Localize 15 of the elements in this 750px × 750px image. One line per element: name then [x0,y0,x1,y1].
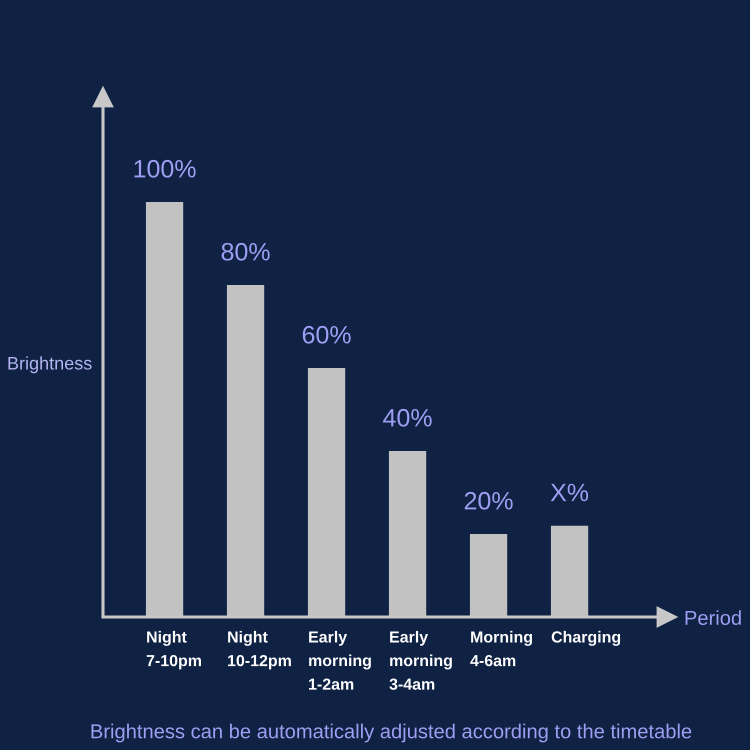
data-label: 20% [464,492,513,510]
data-label: 80% [222,242,270,261]
data-label: 60% [302,326,351,344]
x-tick-label: Early morning 3-4am [389,630,452,690]
x-axis-title: Period [686,610,741,626]
data-label: 100% [134,160,196,178]
x-tick-label: Night 10-12pm [228,630,291,670]
text: Brightness can be automatically adjusted according to the timetable [92,724,692,742]
data-label: X% [550,484,588,502]
y-axis-title: Brightness [8,356,92,374]
x-tick-label: Charging [552,630,620,646]
x-tick-label: Early morning 1-2am [309,630,371,690]
x-tick-label: Morning 4-6am [470,630,532,666]
x-tick-label: Night 7-10pm [146,630,201,670]
data-label: 40% [383,408,432,427]
